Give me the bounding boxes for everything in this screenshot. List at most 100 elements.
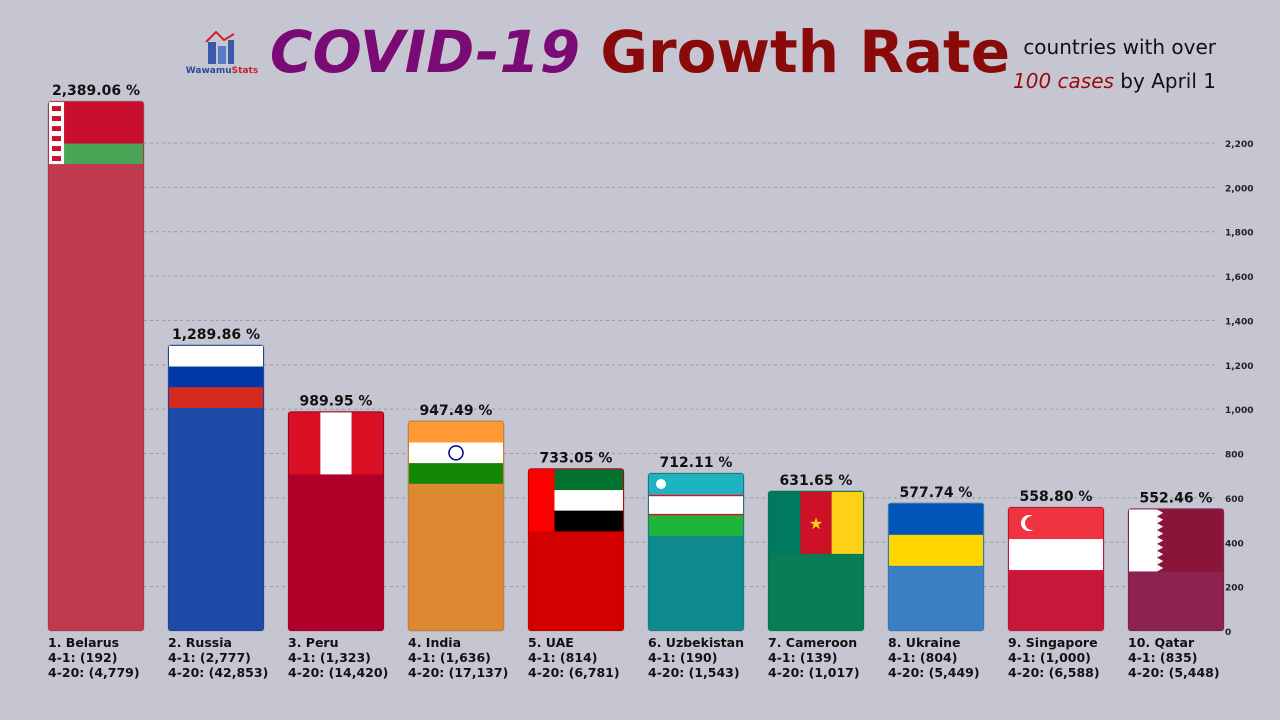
rank-labels: 8. Ukraine <box>888 635 961 650</box>
subtitle-line1: countries with over <box>1023 35 1216 59</box>
flag-stripe <box>649 515 743 537</box>
cases-apr20: 4-20: (6,781) <box>528 665 620 680</box>
flag-stripe <box>889 534 983 566</box>
russia-flag-icon <box>169 345 263 408</box>
flag-stripe <box>52 156 62 162</box>
rank-labels: 5. UAE <box>528 635 574 650</box>
subtitle-highlight: 100 cases <box>1013 69 1114 93</box>
y-tick-label: 1,000 <box>1225 406 1253 416</box>
wawamustats-logo: WawamuStats <box>184 28 260 78</box>
ashoka-chakra-icon <box>448 445 464 461</box>
serration <box>1157 509 1164 572</box>
subtitle-rest: by April 1 <box>1113 69 1216 93</box>
flag-stripe <box>649 513 743 516</box>
value-label: 733.05 % <box>540 450 613 466</box>
flag-stripe <box>800 491 832 554</box>
flag-stripe <box>1129 509 1158 572</box>
cases-apr1: 4-1: (192) <box>48 650 118 665</box>
category-label: 4. India 4-1: (1,636) 4-20: (17,137) <box>408 635 528 680</box>
flag-stripe <box>529 469 555 532</box>
category-label: 5. UAE 4-1: (814) 4-20: (6,781) <box>528 635 648 680</box>
rank-labels: 4. India <box>408 635 462 650</box>
uae-flag-icon <box>529 469 623 532</box>
flag-stripe <box>320 412 352 475</box>
flag-stripe <box>409 463 503 484</box>
flag-stripe <box>52 136 62 142</box>
y-tick-label: 200 <box>1225 584 1244 594</box>
flag-stripe <box>554 510 623 532</box>
rank-labels: 10. Qatar <box>1128 635 1195 650</box>
flag-stripe <box>649 474 743 495</box>
value-label: 712.11 % <box>660 455 733 471</box>
bar-russia <box>167 344 265 632</box>
y-tick-label: 2,000 <box>1225 184 1253 194</box>
y-tick-label: 1,800 <box>1225 229 1253 239</box>
flag-stripe <box>554 469 623 491</box>
logo-text: WawamuStats <box>185 66 259 76</box>
value-label: 947.49 % <box>420 403 493 419</box>
y-tick-label: 2,200 <box>1225 140 1253 150</box>
flag-stripe <box>409 421 503 443</box>
cases-apr1: 4-1: (139) <box>768 650 838 665</box>
india-flag-icon <box>409 421 503 484</box>
y-tick-label: 800 <box>1225 451 1244 461</box>
cases-apr20: 4-20: (4,779) <box>48 665 140 680</box>
bar-cameroon: ★ <box>767 490 865 632</box>
flag-stripe <box>649 494 743 497</box>
ukraine-flag-icon <box>889 503 983 566</box>
value-label: 552.46 % <box>1140 490 1213 506</box>
uzbekistan-flag-icon <box>649 474 743 537</box>
category-label: 7. Cameroon 4-1: (139) 4-20: (1,017) <box>768 635 888 680</box>
cases-apr20: 4-20: (14,420) <box>288 665 389 680</box>
rank-labels: 6. Uzbekistan <box>648 635 744 650</box>
category-label: 3. Peru 4-1: (1,323) 4-20: (14,420) <box>288 635 408 680</box>
category-label: 1. Belarus 4-1: (192) 4-20: (4,779) <box>48 635 168 680</box>
logo-chart-icon <box>205 30 235 64</box>
cases-apr20: 4-20: (5,448) <box>1128 665 1220 680</box>
qatar-flag-icon <box>1129 509 1223 572</box>
bar <box>167 344 265 632</box>
cases-apr20: 4-20: (1,017) <box>768 665 860 680</box>
flag-stripe <box>52 126 62 132</box>
peru-flag-icon <box>289 412 383 475</box>
y-tick-label: 1,200 <box>1225 362 1253 372</box>
star-icon: ★ <box>809 514 823 533</box>
rank-labels: 2. Russia <box>168 635 232 650</box>
bar <box>47 100 145 632</box>
flag-stripe <box>169 345 263 367</box>
cases-apr1: 4-1: (1,000) <box>1008 650 1091 665</box>
crescent-mask <box>1025 516 1039 531</box>
cases-apr1: 4-1: (804) <box>888 650 958 665</box>
flag-stripe <box>769 491 801 554</box>
y-tick-label: 600 <box>1225 495 1244 505</box>
cases-apr20: 4-20: (17,137) <box>408 665 509 680</box>
cases-apr1: 4-1: (1,636) <box>408 650 491 665</box>
bar-ukraine <box>887 502 985 632</box>
category-label: 9. Singapore 4-1: (1,000) 4-20: (6,588) <box>1008 635 1128 680</box>
flag-stripe <box>409 442 503 464</box>
flag-stripe <box>169 387 263 408</box>
rank-labels: 1. Belarus <box>48 635 120 650</box>
category-label: 6. Uzbekistan 4-1: (190) 4-20: (1,543) <box>648 635 768 680</box>
cases-apr1: 4-1: (1,323) <box>288 650 371 665</box>
cases-apr1: 4-1: (835) <box>1128 650 1198 665</box>
belarus-flag-icon <box>49 102 143 165</box>
y-tick-label: 400 <box>1225 539 1244 549</box>
bar-india <box>407 420 505 632</box>
flag-stripe <box>831 491 863 554</box>
flag-stripe <box>289 412 321 475</box>
flag-stripe <box>49 143 143 165</box>
flag-stripe <box>351 412 383 475</box>
chart-title: COVID-19 Growth Rate <box>0 18 1280 86</box>
cameroon-flag-icon: ★ <box>769 491 863 554</box>
flag-stripe <box>52 146 62 152</box>
cases-apr20: 4-20: (42,853) <box>168 665 269 680</box>
value-label: 2,389.06 % <box>52 83 140 99</box>
bar-qatar <box>1127 507 1225 632</box>
rank-labels: 3. Peru <box>288 635 339 650</box>
flag-stripe <box>649 494 743 516</box>
flag-stripe <box>49 102 65 165</box>
bar-uae <box>527 467 625 632</box>
title-covid: COVID-19 <box>269 18 581 86</box>
chart-subtitle: countries with over 100 cases by April 1 <box>1013 30 1216 98</box>
